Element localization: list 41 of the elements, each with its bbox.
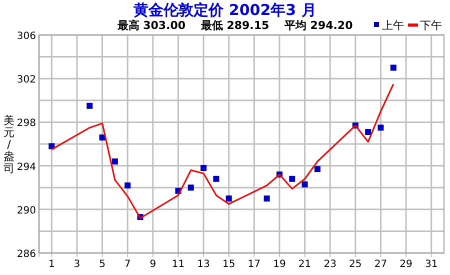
y-tick-label: 294 (16, 162, 36, 173)
x-tick-label: 25 (349, 259, 362, 270)
x-tick-label: 27 (374, 259, 388, 270)
point (200, 164, 207, 171)
point (213, 176, 220, 182)
x-tick-label: 11 (172, 259, 185, 270)
point (302, 181, 308, 188)
chart-subtitle: 最高 303.00 最低 289.15 平均 294.20 (116, 19, 354, 32)
x-tick-label: 1 (48, 259, 55, 270)
point (365, 129, 372, 136)
point (86, 102, 93, 109)
point (314, 166, 320, 172)
x-tick-label: 29 (400, 259, 412, 270)
y-tick-label: 298 (16, 118, 36, 130)
y-tick-label: 286 (16, 249, 36, 260)
point (226, 196, 232, 202)
x-tick-label: 19 (273, 259, 286, 270)
x-tick-label: 31 (424, 259, 438, 270)
point (264, 196, 270, 202)
x-tick-label: 15 (222, 259, 236, 270)
point (289, 176, 296, 182)
x-tick-label: 9 (150, 259, 156, 270)
x-tick-label: 3 (74, 259, 80, 270)
legend-label: 上午 (382, 19, 404, 32)
x-tick-label: 21 (298, 259, 312, 270)
y-tick-label: 302 (16, 74, 36, 86)
legend-label: 下午 (420, 19, 442, 32)
y-tick-label: 306 (16, 31, 36, 42)
x-tick-label: 13 (197, 259, 210, 270)
point (112, 158, 118, 164)
point (188, 184, 194, 191)
y-tick-label: 290 (16, 205, 36, 216)
point (124, 182, 131, 188)
point (390, 64, 396, 71)
x-tick-label: 7 (124, 259, 131, 270)
x-tick-label: 17 (248, 259, 261, 270)
y-axis-title: 美元/盎司 (4, 114, 14, 175)
x-tick-label: 5 (99, 259, 106, 270)
x-tick-label: 23 (324, 259, 336, 270)
point (378, 124, 384, 131)
chart-title: 黄金伦敦定价 2002年3 月 (132, 1, 316, 19)
